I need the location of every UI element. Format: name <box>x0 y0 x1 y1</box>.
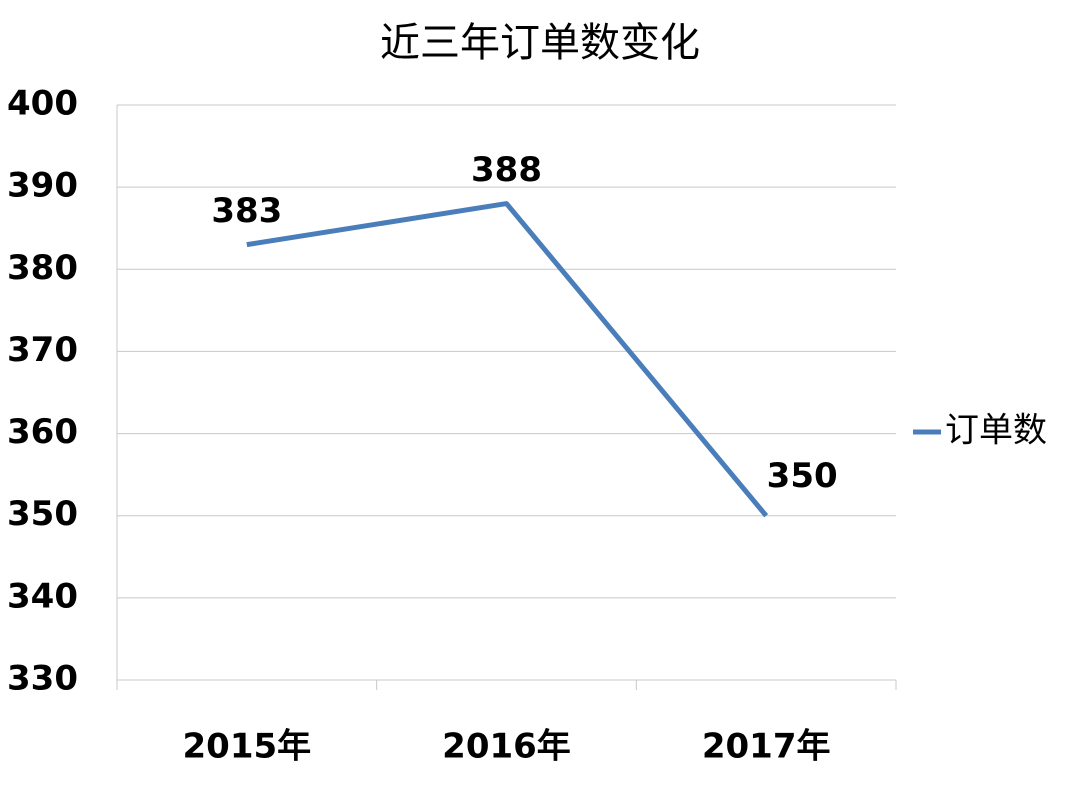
y-tick-label: 330 <box>7 659 78 699</box>
y-tick-label: 400 <box>7 84 78 124</box>
data-label: 388 <box>471 150 542 190</box>
legend-label: 订单数 <box>945 411 1047 451</box>
data-label: 350 <box>767 456 838 496</box>
data-label: 383 <box>211 191 282 231</box>
y-tick-label: 370 <box>7 330 78 370</box>
chart-title: 近三年订单数变化 <box>380 20 700 66</box>
y-tick-label: 390 <box>7 166 78 206</box>
y-tick-label: 380 <box>7 248 78 288</box>
x-tick-label: 2017年 <box>702 727 831 767</box>
y-tick-label: 350 <box>7 494 78 534</box>
x-tick-label: 2015年 <box>183 727 312 767</box>
y-tick-label: 340 <box>7 576 78 616</box>
x-tick-label: 2016年 <box>442 727 571 767</box>
line-series <box>246 201 769 518</box>
y-tick-label: 360 <box>7 412 78 452</box>
